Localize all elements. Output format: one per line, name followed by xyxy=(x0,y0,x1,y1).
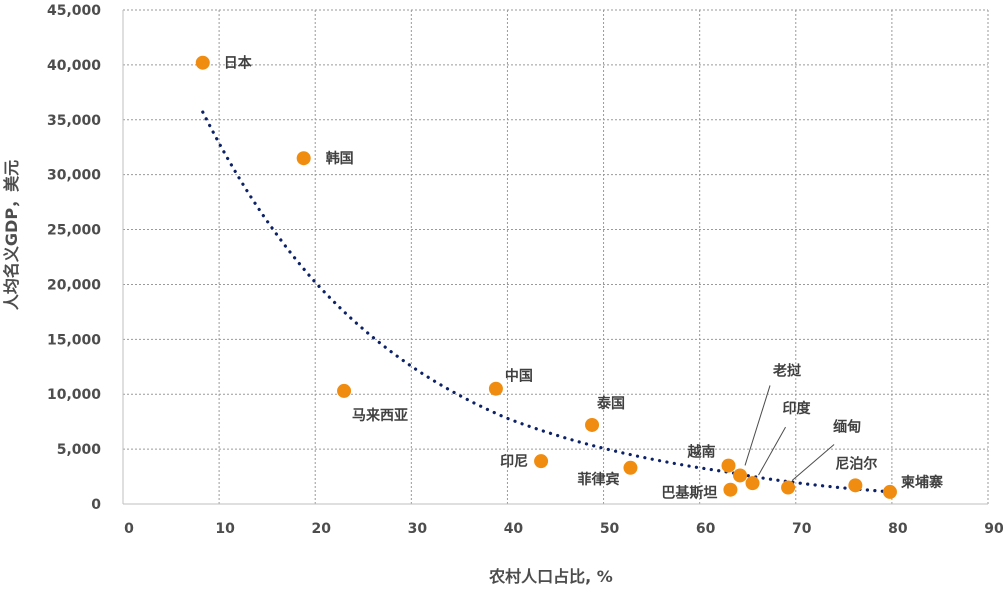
x-tick-label: 50 xyxy=(600,521,620,537)
y-tick-label: 20,000 xyxy=(47,277,101,293)
point-label: 韩国 xyxy=(326,150,354,167)
grid-lines xyxy=(122,9,989,505)
data-point xyxy=(721,458,736,473)
point-label: 中国 xyxy=(505,368,533,385)
y-tick-label: 15,000 xyxy=(47,332,101,348)
data-point xyxy=(723,482,738,497)
x-tick-label: 80 xyxy=(888,521,908,537)
data-point xyxy=(195,55,210,70)
point-label: 印尼 xyxy=(500,453,528,470)
data-point xyxy=(585,417,600,432)
y-tick-label: 5,000 xyxy=(57,442,102,458)
y-tick-label: 35,000 xyxy=(47,113,101,129)
y-tick-label: 40,000 xyxy=(47,58,101,74)
x-tick-label: 30 xyxy=(408,521,428,537)
point-label: 老挝 xyxy=(773,362,802,379)
x-tick-label: 70 xyxy=(792,521,812,537)
point-label: 尼泊尔 xyxy=(835,455,877,472)
data-point xyxy=(534,454,549,469)
y-axis-title: 人均名义GDP，美元 xyxy=(2,160,21,310)
trend-line-path xyxy=(201,110,892,494)
y-tick-label: 30,000 xyxy=(47,168,101,184)
point-label: 柬埔寨 xyxy=(901,474,944,491)
point-label: 越南 xyxy=(687,444,716,461)
point-label: 泰国 xyxy=(596,395,625,412)
x-tick-label: 0 xyxy=(124,521,134,537)
point-label: 菲律宾 xyxy=(577,471,619,488)
point-label: 印度 xyxy=(783,400,812,417)
data-point xyxy=(882,484,897,499)
leader-line xyxy=(744,385,771,466)
leader-line xyxy=(758,426,786,476)
trend-line xyxy=(201,110,892,494)
data-point xyxy=(623,460,638,475)
point-label: 巴基斯坦 xyxy=(661,485,717,502)
x-tick-label: 10 xyxy=(215,521,235,537)
y-axis-ticks: 0 5,000 10,000 15,000 20,000 25,000 30,000 35,0… xyxy=(47,3,101,513)
point-label: 日本 xyxy=(224,55,253,72)
point-label: 缅甸 xyxy=(833,419,861,436)
x-axis-title: 农村人口占比, % xyxy=(488,567,613,586)
x-tick-label: 40 xyxy=(504,521,524,537)
leader-lines xyxy=(744,385,835,481)
data-point xyxy=(488,381,503,396)
y-tick-label: 25,000 xyxy=(47,223,101,239)
point-label: 马来西亚 xyxy=(352,408,408,424)
x-tick-label: 20 xyxy=(311,521,331,537)
x-tick-label: 90 xyxy=(984,521,1003,537)
x-axis-ticks: 0 10 20 30 40 50 60 70 80 90 xyxy=(124,521,1003,537)
y-tick-label: 45,000 xyxy=(47,3,101,19)
data-point xyxy=(848,478,863,493)
data-point xyxy=(781,480,796,495)
y-tick-label: 10,000 xyxy=(47,387,101,403)
y-tick-label: 0 xyxy=(91,497,101,513)
data-point xyxy=(296,151,311,166)
leader-line xyxy=(791,444,835,481)
data-point xyxy=(337,383,352,398)
data-points xyxy=(195,55,897,499)
x-tick-label: 60 xyxy=(696,521,716,537)
data-point xyxy=(745,476,760,491)
data-point xyxy=(733,468,748,483)
